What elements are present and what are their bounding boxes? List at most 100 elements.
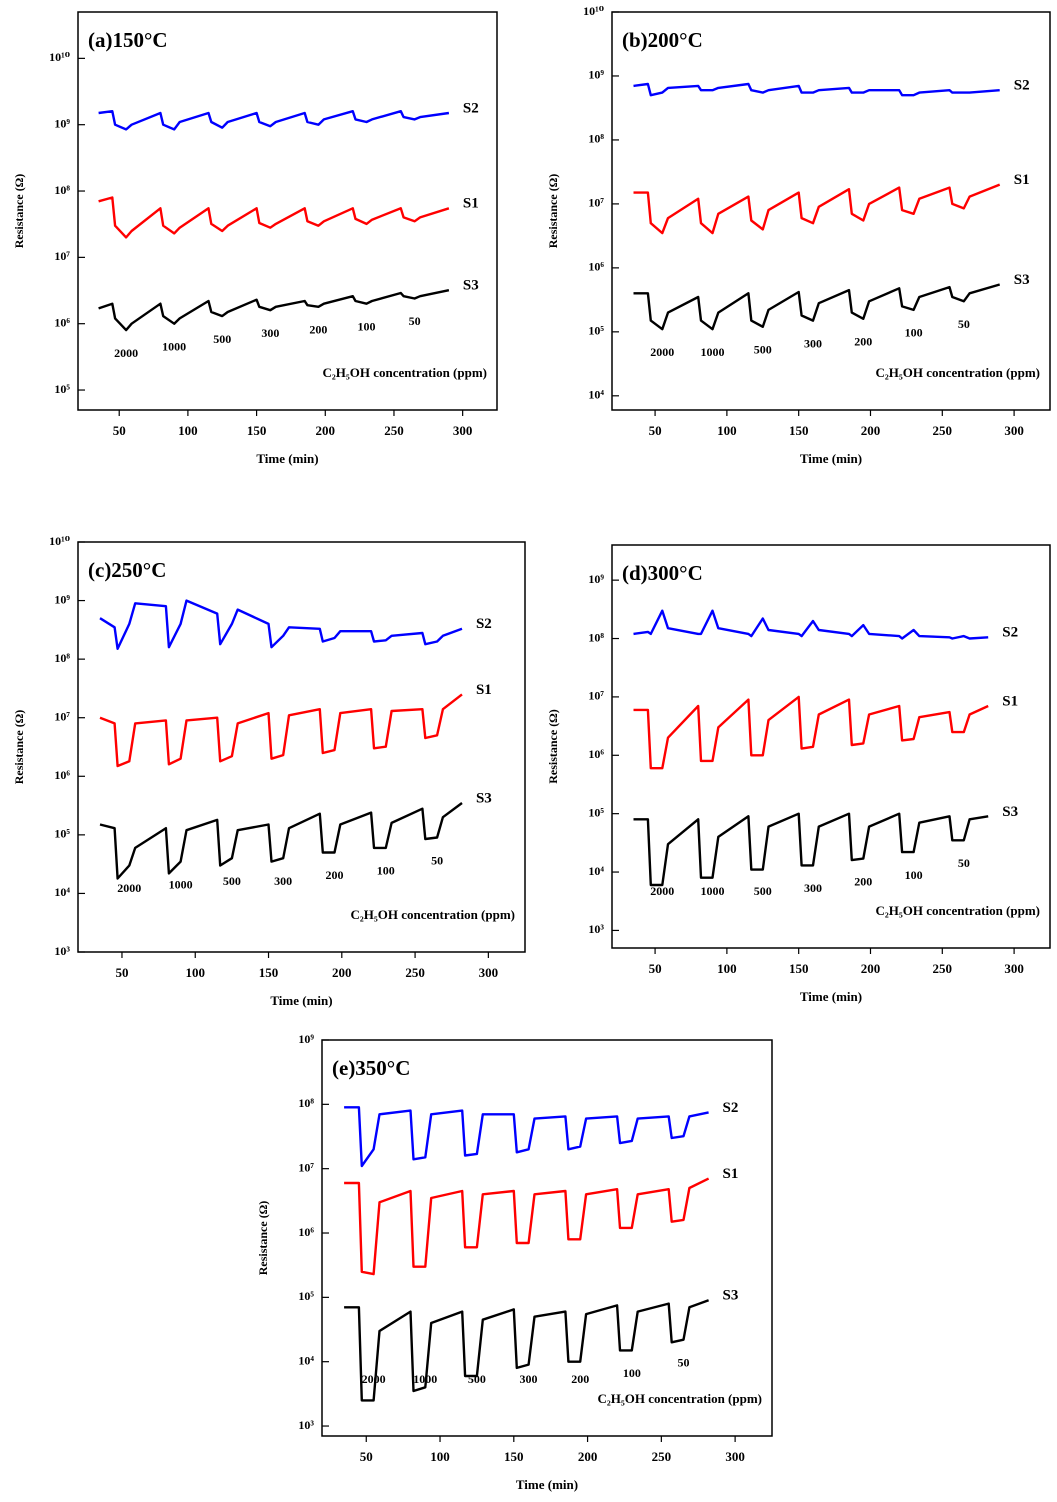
x-tick-label: 150: [504, 1449, 524, 1464]
y-tick-label: 10¹⁰: [49, 50, 70, 64]
concentration-label: 100: [905, 868, 923, 882]
concentration-label: 500: [213, 332, 231, 346]
concentration-label: 100: [623, 1366, 641, 1380]
concentration-label: 300: [274, 874, 292, 888]
concentration-label: 300: [520, 1372, 538, 1386]
x-tick-label: 150: [789, 961, 809, 976]
x-tick-label: 100: [185, 965, 205, 980]
series-label: S2: [1002, 625, 1018, 641]
concentration-label: 1000: [169, 877, 193, 891]
y-tick-label: 10⁹: [298, 1032, 314, 1046]
series-line: [344, 1177, 710, 1276]
concentration-label: 200: [571, 1372, 589, 1386]
panel-title: (b)200°C: [622, 28, 703, 52]
series-label: S3: [1014, 272, 1030, 288]
x-tick-label: 300: [1004, 961, 1024, 976]
concentration-axis-note: C₂H₅OH concentration (ppm): [875, 903, 1040, 918]
y-tick-label: 10⁶: [54, 315, 70, 329]
y-tick-label: 10¹⁰: [49, 534, 70, 548]
y-tick-label: 10⁸: [588, 630, 604, 644]
x-axis-label: Time (min): [270, 993, 332, 1008]
series-label: S1: [1014, 172, 1030, 188]
series-line: [99, 802, 463, 880]
series-label: S1: [1002, 693, 1018, 709]
concentration-label: 300: [804, 336, 822, 350]
x-tick-label: 200: [578, 1449, 598, 1464]
concentration-label: 50: [958, 317, 970, 331]
x-tick-label: 250: [405, 965, 425, 980]
series-line: [344, 1299, 710, 1402]
concentration-label: 50: [409, 314, 421, 328]
x-tick-label: 100: [717, 423, 737, 438]
x-tick-label: 200: [861, 961, 881, 976]
concentration-label: 200: [854, 335, 872, 349]
x-tick-label: 300: [1004, 423, 1024, 438]
y-tick-label: 10⁶: [588, 747, 604, 761]
concentration-label: 500: [754, 343, 772, 357]
y-tick-label: 10⁵: [588, 324, 604, 338]
y-tick-label: 10⁴: [298, 1353, 314, 1367]
x-tick-label: 100: [717, 961, 737, 976]
y-tick-label: 10⁵: [54, 827, 70, 841]
plot-frame: [321, 1039, 773, 1437]
y-tick-label: 10⁴: [54, 885, 70, 899]
x-axis-label: Time (min): [516, 1477, 578, 1492]
concentration-label: 2000: [362, 1372, 386, 1386]
series-line: [98, 289, 450, 332]
y-tick-label: 10⁸: [298, 1096, 314, 1110]
series-line: [633, 812, 989, 887]
series-label: S1: [476, 682, 492, 698]
y-axis-label: Resistance (Ω): [546, 174, 560, 249]
y-tick-label: 10⁵: [588, 805, 604, 819]
y-tick-label: 10⁴: [588, 864, 604, 878]
y-tick-label: 10⁷: [298, 1160, 314, 1174]
y-tick-label: 10⁹: [588, 572, 604, 586]
series-line: [344, 1106, 709, 1168]
concentration-axis-note: C₂H₅OH concentration (ppm): [597, 1391, 762, 1406]
plot-frame: [611, 544, 1051, 949]
concentration-label: 100: [905, 326, 923, 340]
x-axis-label: Time (min): [256, 451, 318, 466]
y-tick-label: 10³: [588, 922, 604, 936]
series-line: [99, 693, 463, 768]
concentration-label: 200: [325, 868, 343, 882]
x-tick-label: 150: [247, 423, 267, 438]
x-tick-label: 250: [384, 423, 404, 438]
y-tick-label: 10⁷: [588, 196, 604, 210]
y-tick-label: 10⁹: [54, 116, 70, 130]
x-tick-label: 50: [649, 961, 662, 976]
concentration-label: 1000: [701, 345, 725, 359]
concentration-label: 500: [223, 874, 241, 888]
panel-title: (c)250°C: [88, 558, 166, 582]
y-axis-label: Resistance (Ω): [12, 710, 26, 785]
x-tick-label: 100: [430, 1449, 450, 1464]
y-tick-label: 10⁶: [54, 768, 70, 782]
series-label: S2: [1014, 78, 1030, 94]
concentration-label: 1000: [162, 339, 186, 353]
concentration-label: 500: [754, 884, 772, 898]
x-tick-label: 200: [861, 423, 881, 438]
concentration-label: 200: [854, 874, 872, 888]
y-tick-label: 10⁸: [54, 183, 70, 197]
y-tick-label: 10⁷: [54, 709, 70, 723]
concentration-axis-note: C₂H₅OH concentration (ppm): [322, 365, 487, 380]
concentration-axis-note: C₂H₅OH concentration (ppm): [350, 907, 515, 922]
series-line: [633, 183, 1001, 235]
x-tick-label: 100: [178, 423, 198, 438]
concentration-label: 2000: [114, 346, 138, 360]
y-tick-label: 10¹⁰: [583, 4, 604, 18]
y-tick-label: 10⁹: [588, 68, 604, 82]
y-tick-label: 10⁸: [588, 132, 604, 146]
y-tick-label: 10³: [298, 1418, 314, 1432]
y-tick-label: 10⁸: [54, 651, 70, 665]
x-tick-label: 150: [789, 423, 809, 438]
y-tick-label: 10⁶: [298, 1225, 314, 1239]
concentration-axis-note: C₂H₅OH concentration (ppm): [875, 365, 1040, 380]
series-label: S2: [723, 1100, 739, 1116]
x-tick-label: 200: [332, 965, 352, 980]
concentration-label: 1000: [413, 1372, 437, 1386]
concentration-label: 100: [377, 864, 395, 878]
panel-title: (d)300°C: [622, 561, 703, 585]
series-label: S3: [476, 790, 492, 806]
x-tick-label: 250: [933, 961, 953, 976]
